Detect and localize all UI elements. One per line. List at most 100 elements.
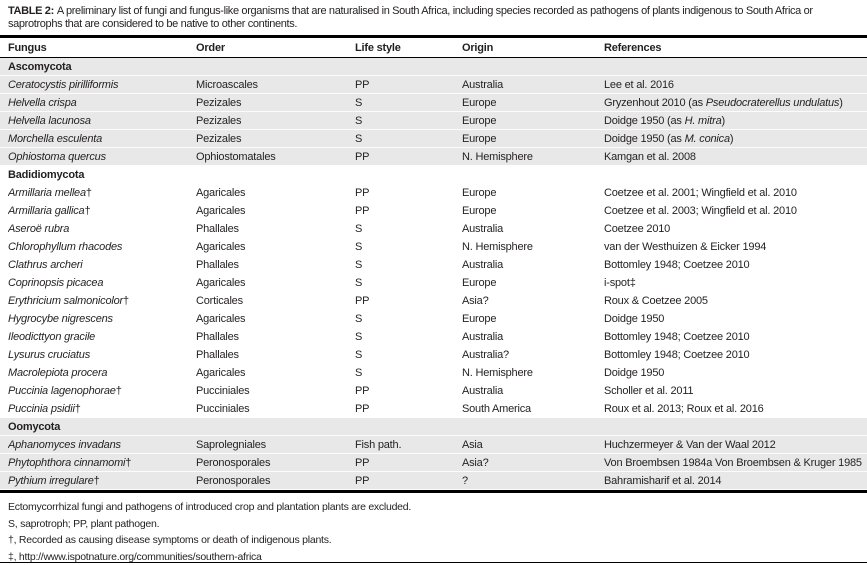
fungus-name: Phytophthora cinnamomi† — [8, 457, 132, 469]
origin: Australia — [462, 259, 503, 271]
section-title: Oomycota — [8, 421, 61, 433]
fungus-name: Armillaria mellea† — [8, 187, 92, 199]
fungus-name: Lysurus cruciatus — [8, 349, 90, 361]
order: Microascales — [196, 79, 258, 91]
origin: N. Hemisphere — [462, 241, 533, 253]
references: i-spot‡ — [604, 277, 636, 289]
top-divider — [0, 35, 867, 38]
references: Doidge 1950 — [604, 367, 665, 379]
references: Gryzenhout 2010 (as Pseudocraterellus un… — [604, 97, 843, 109]
order: Agaricales — [196, 205, 246, 217]
footnote-dagger: †, Recorded as causing disease symptoms … — [8, 534, 332, 546]
references: Doidge 1950 — [604, 313, 665, 325]
origin: N. Hemisphere — [462, 151, 533, 163]
origin: Europe — [462, 133, 497, 145]
references: Bottomley 1948; Coetzee 2010 — [604, 349, 750, 361]
table-row: Pythium irregulare† Peronosporales PP? Bahr… — [0, 472, 867, 490]
order: Peronosporales — [196, 475, 271, 487]
order: Phallales — [196, 259, 239, 271]
fungus-name: Helvella lacunosa — [8, 115, 91, 127]
life-style: PP — [355, 187, 370, 199]
order: Pezizales — [196, 133, 242, 145]
life-style: S — [355, 223, 363, 235]
order: Peronosporales — [196, 457, 271, 469]
table-row: Lysurus cruciatus Phallales S Australia? Bot… — [0, 346, 867, 364]
footnote-exclusions: Ectomycorrhizal fungi and pathogens of i… — [8, 501, 412, 513]
order: Corticales — [196, 295, 243, 307]
life-style: PP — [355, 295, 370, 307]
fungus-name: Aseroë rubra — [8, 223, 70, 235]
footnote-double-dagger-url: ‡, http://www.ispotnature.org/communitie… — [8, 550, 262, 563]
references: Bottomley 1948; Coetzee 2010 — [604, 259, 750, 271]
references: Scholler et al. 2011 — [604, 385, 694, 397]
table-row: Macrolepiota procera Agaricales S N. Hemisp… — [0, 364, 867, 382]
order: Agaricales — [196, 241, 246, 253]
section-title: Badidiomycota — [8, 169, 85, 181]
fungus-name: Chlorophyllum rhacodes — [8, 241, 123, 253]
table-row: Armillaria gallica† Agaricales PP Europe Coe… — [0, 202, 867, 220]
table-caption-text: A preliminary list of fungi and fungus-l… — [8, 5, 813, 30]
fungus-name: Morchella esculenta — [8, 133, 103, 145]
origin: Australia — [462, 223, 503, 235]
life-style: S — [355, 97, 363, 109]
references: Lee et al. 2016 — [604, 79, 674, 91]
life-style: S — [355, 133, 363, 145]
references: Doidge 1950 (as H. mitra) — [604, 115, 725, 127]
table-row: Aseroë rubra Phallales S Australia Coetzee 2… — [0, 220, 867, 238]
order: Pezizales — [196, 97, 242, 109]
table-caption: TABLE 2: A preliminary list of fungi and … — [0, 0, 867, 35]
order: Phallales — [196, 223, 239, 235]
table-row: Erythricium salmonicolor† Corticales PP Asi… — [0, 292, 867, 310]
origin: ? — [462, 475, 468, 487]
section-title: Ascomycota — [8, 61, 72, 73]
order: Phallales — [196, 331, 239, 343]
section-header-row: Ascomycota — [0, 58, 867, 76]
order: Saprolegniales — [196, 439, 266, 451]
page-bottom-divider — [0, 562, 867, 563]
column-header-life-style: Life style — [355, 41, 401, 54]
fungus-name: Hygrocybe nigrescens — [8, 313, 113, 325]
footnotes: Ectomycorrhizal fungi and pathogens of i… — [0, 493, 867, 565]
references: Doidge 1950 (as M. conica) — [604, 133, 734, 145]
life-style: PP — [355, 205, 370, 217]
life-style: PP — [355, 457, 370, 469]
origin: Europe — [462, 187, 497, 199]
origin: Europe — [462, 115, 497, 127]
life-style: S — [355, 313, 363, 325]
life-style: PP — [355, 151, 370, 163]
fungus-name: Puccinia lagenophorae† — [8, 385, 122, 397]
references: Coetzee et al. 2003; Wingfield et al. 20… — [604, 205, 797, 217]
order: Phallales — [196, 349, 239, 361]
fungus-name: Armillaria gallica† — [8, 205, 91, 217]
origin: Australia — [462, 79, 503, 91]
origin: N. Hemisphere — [462, 367, 533, 379]
references: Coetzee et al. 2001; Wingfield et al. 20… — [604, 187, 797, 199]
life-style: PP — [355, 475, 370, 487]
table-bottom-divider — [0, 490, 867, 493]
origin: Asia? — [462, 457, 489, 469]
life-style: S — [355, 331, 363, 343]
fungus-name: Aphanomyces invadans — [8, 439, 121, 451]
origin: South America — [462, 403, 531, 415]
table-row: Helvella lacunosa Pezizales S Europe Doidge … — [0, 112, 867, 130]
table-row: Phytophthora cinnamomi† Peronosporales PP A… — [0, 454, 867, 472]
fungus-name: Erythricium salmonicolor† — [8, 295, 129, 307]
order: Pezizales — [196, 115, 242, 127]
column-header-origin: Origin — [462, 41, 494, 54]
references: Roux & Coetzee 2005 — [604, 295, 708, 307]
fungus-name: Clathrus archeri — [8, 259, 83, 271]
table-row: Puccinia psidii† Pucciniales PP South Ameri… — [0, 400, 867, 418]
table-row: Armillaria mellea† Agaricales PP Europe Coet… — [0, 184, 867, 202]
life-style: PP — [355, 403, 370, 415]
order: Agaricales — [196, 187, 246, 199]
order: Agaricales — [196, 367, 246, 379]
life-style: S — [355, 349, 363, 361]
fungus-name: Pythium irregulare† — [8, 475, 100, 487]
origin: Europe — [462, 205, 497, 217]
life-style: S — [355, 115, 363, 127]
origin: Australia? — [462, 349, 509, 361]
references: Von Broembsen 1984a Von Broembsen & Krug… — [604, 457, 862, 469]
references: Coetzee 2010 — [604, 223, 671, 235]
origin: Europe — [462, 313, 497, 325]
